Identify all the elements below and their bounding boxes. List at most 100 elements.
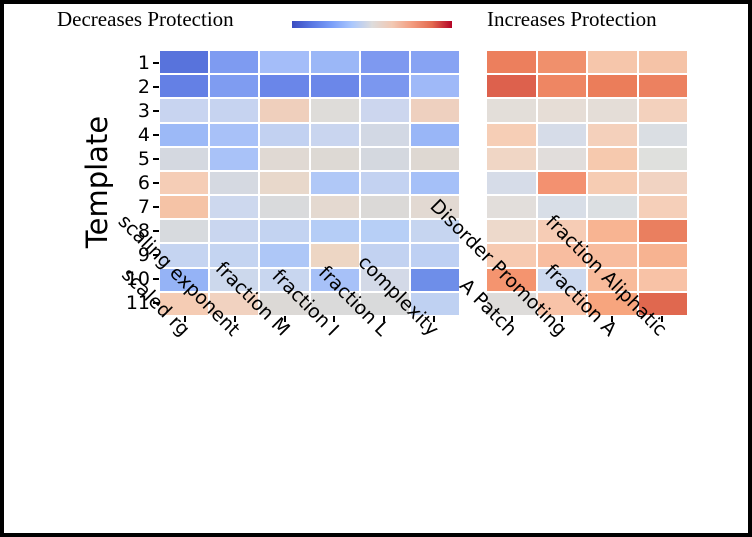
y-axis-tick-label: 1 [137, 52, 150, 74]
heatmap-increases-protection [487, 51, 687, 315]
heatmap-cell-r9-c4 [310, 244, 359, 267]
heatmap-cell-r2-c4 [638, 75, 687, 98]
heatmap-cell-r6-c1 [487, 171, 536, 195]
heatmap-cell-r5-c4 [638, 147, 687, 170]
heatmap-cell-r7-c6 [410, 196, 459, 219]
y-axis-tick [153, 278, 159, 280]
heatmap-cell-r5-c2 [537, 147, 586, 170]
y-axis-tick [153, 182, 159, 184]
heatmap-cell-r2-c1 [160, 75, 209, 98]
heatmap-cell-r5-c1 [160, 147, 209, 170]
heatmap-cell-r8-c1 [487, 220, 536, 243]
heatmap-cell-r4-c4 [310, 123, 359, 146]
heatmap-cell-r3-c2 [210, 99, 259, 122]
y-axis-tick [153, 62, 159, 64]
heatmap-cell-r6-c2 [210, 171, 259, 195]
heatmap-cell-r2-c3 [260, 75, 309, 98]
heatmap-cell-r2-c6 [410, 75, 459, 98]
y-axis-tick [153, 110, 159, 112]
heatmap-cell-r11-c1 [160, 292, 209, 315]
y-axis-tick [153, 230, 159, 232]
heatmap-cell-r8-c6 [410, 220, 459, 243]
heatmap-cell-r8-c1 [160, 220, 209, 243]
heatmap-cell-r1-c2 [537, 51, 586, 74]
heatmap-cell-r4-c3 [260, 123, 309, 146]
heatmap-cell-r1-c4 [638, 51, 687, 74]
y-axis-tick [153, 206, 159, 208]
heatmap-cell-r9-c1 [487, 244, 536, 267]
y-axis-tick-label: 11 [125, 292, 150, 314]
heatmap-cell-r7-c4 [638, 196, 687, 219]
heatmap-cell-r7-c3 [260, 196, 309, 219]
heatmap-cell-r3-c3 [260, 99, 309, 122]
y-axis-tick [153, 134, 159, 136]
heatmap-cell-r1-c4 [310, 51, 359, 74]
heatmap-cell-r10-c5 [360, 268, 409, 291]
heatmap-cell-r2-c2 [537, 75, 586, 98]
heatmap-cell-r8-c2 [537, 220, 586, 243]
y-axis-tick-label: 3 [137, 100, 150, 122]
heatmap-cell-r11-c2 [210, 292, 259, 315]
heatmap-cell-r1-c3 [260, 51, 309, 74]
heatmap-cell-r7-c1 [160, 196, 209, 219]
heatmap-cell-r1-c5 [360, 51, 409, 74]
heatmap-cell-r6-c2 [537, 171, 586, 195]
heatmap-cell-r3-c5 [360, 99, 409, 122]
y-axis-tick-label: 5 [137, 148, 150, 170]
y-axis-tick-label: 10 [125, 268, 150, 290]
x-axis-tick [561, 316, 563, 322]
heatmap-cell-r5-c3 [588, 147, 637, 170]
heatmap-cell-r9-c6 [410, 244, 459, 267]
heatmap-cell-r5-c1 [487, 147, 536, 170]
heatmap-cell-r9-c4 [638, 244, 687, 267]
x-axis-tick [611, 316, 613, 322]
heatmap-cell-r1-c1 [160, 51, 209, 74]
heatmap-cell-r3-c1 [160, 99, 209, 122]
heatmap-cell-r4-c4 [638, 123, 687, 146]
heatmap-cell-r6-c4 [310, 171, 359, 195]
heatmap-cell-r9-c5 [360, 244, 409, 267]
heatmap-cell-r7-c2 [210, 196, 259, 219]
heatmap-cell-r9-c2 [537, 244, 586, 267]
heatmap-cell-r2-c4 [310, 75, 359, 98]
y-axis-tick-label: 8 [137, 220, 150, 242]
x-axis-tick [383, 316, 386, 322]
y-axis-tick-label: 6 [137, 172, 150, 194]
heatmap-cell-r10-c6 [410, 268, 459, 291]
x-axis-tick [511, 316, 513, 322]
heatmap-cell-r8-c5 [360, 220, 409, 243]
heatmap-cell-r7-c2 [537, 196, 586, 219]
heatmap-cell-r6-c6 [410, 171, 459, 195]
heatmap-cell-r7-c3 [588, 196, 637, 219]
heatmap-cell-r2-c1 [487, 75, 536, 98]
y-axis-tick-label: 7 [137, 196, 150, 218]
heatmap-cell-r11-c3 [260, 292, 309, 315]
x-axis-tick [333, 316, 336, 322]
heatmap-cell-r9-c2 [210, 244, 259, 267]
heatmap-cell-r9-c3 [260, 244, 309, 267]
heatmap-cell-r4-c1 [487, 123, 536, 146]
heatmap-cell-r10-c2 [537, 268, 586, 291]
heatmap-cell-r11-c6 [410, 292, 459, 315]
right-panel-title: Increases Protection [487, 7, 657, 31]
y-axis-tick [153, 158, 159, 160]
y-axis-tick [153, 302, 159, 304]
heatmap-cell-r10-c1 [487, 268, 536, 291]
heatmap-cell-r5-c6 [410, 147, 459, 170]
heatmap-cell-r1-c3 [588, 51, 637, 74]
heatmap-cell-r1-c2 [210, 51, 259, 74]
heatmap-cell-r4-c3 [588, 123, 637, 146]
heatmap-cell-r6-c3 [260, 171, 309, 195]
heatmap-cell-r3-c3 [588, 99, 637, 122]
heatmap-cell-r5-c4 [310, 147, 359, 170]
heatmap-cell-r5-c2 [210, 147, 259, 170]
heatmap-decreases-protection [160, 51, 459, 315]
heatmap-cell-r2-c5 [360, 75, 409, 98]
heatmap-cell-r3-c4 [310, 99, 359, 122]
y-axis-tick-label: 4 [137, 124, 150, 146]
heatmap-cell-r11-c4 [310, 292, 359, 315]
x-axis-tick [433, 316, 436, 322]
x-axis-tick [183, 316, 186, 322]
left-panel-title: Decreases Protection [57, 7, 234, 31]
